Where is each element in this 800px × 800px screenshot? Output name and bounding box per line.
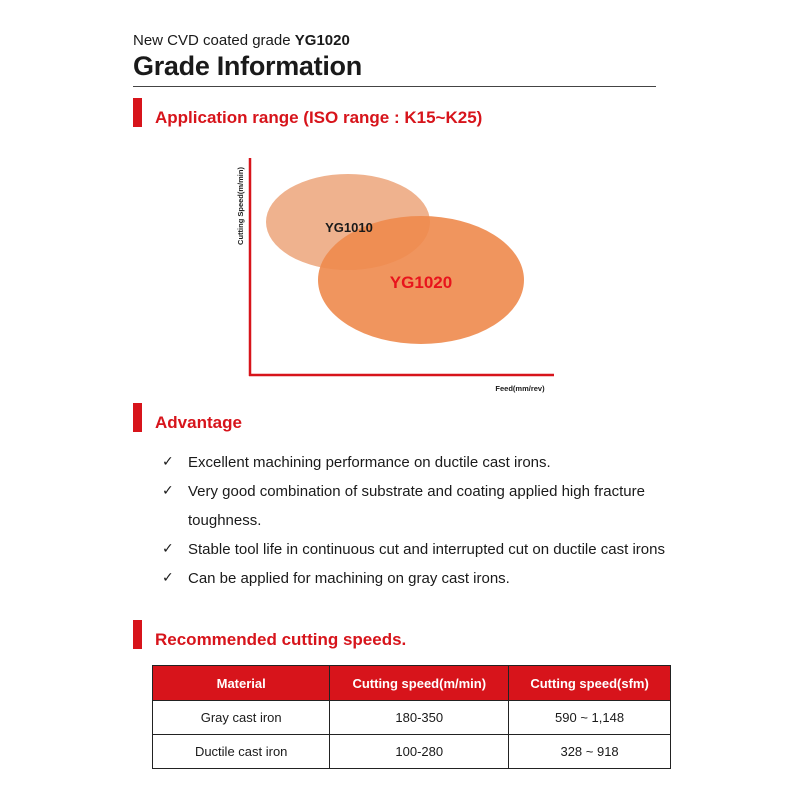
table-row: Ductile cast iron 100-280 328 ~ 918 [151,734,671,769]
list-item: ✓ Excellent machining performance on duc… [160,448,680,477]
section-marker-application [133,98,142,127]
list-item: ✓ Can be applied for machining on gray c… [160,564,680,593]
subtitle-prefix: New CVD coated grade [133,32,291,49]
grade-label-yg1020: YG1020 [390,273,452,292]
section-marker-recommended [133,620,142,649]
advantage-text: Very good combination of substrate and c… [188,483,645,529]
advantage-text: Can be applied for machining on gray cas… [188,570,510,587]
section-marker-advantage [133,403,142,432]
cell-speed-mmin: 180-350 [329,700,510,735]
cell-speed-sfm: 590 ~ 1,148 [508,700,671,735]
page-title: Grade Information [133,51,362,81]
column-header-speed-mmin: Cutting speed(m/min) [329,665,510,701]
list-item: ✓ Stable tool life in continuous cut and… [160,535,680,564]
title-divider [133,86,656,87]
application-range-chart: Cutting Speed(m/min) Feed(mm/rev) YG1010… [236,158,554,393]
section-title-advantage: Advantage [155,413,242,432]
table-row: Gray cast iron 180-350 590 ~ 1,148 [151,700,671,735]
cutting-speed-table: Material Cutting speed(m/min) Cutting sp… [151,665,671,769]
table-header-row: Material Cutting speed(m/min) Cutting sp… [151,665,671,701]
section-title-recommended: Recommended cutting speeds. [155,630,407,649]
list-item: ✓ Very good combination of substrate and… [160,477,680,535]
check-icon: ✓ [162,570,174,586]
check-icon: ✓ [162,454,174,470]
check-icon: ✓ [162,483,174,499]
cell-speed-sfm: 328 ~ 918 [508,734,671,769]
page-subtitle: New CVD coated grade YG1020 [133,32,350,49]
cell-speed-mmin: 100-280 [329,734,510,769]
grade-label-yg1010: YG1010 [325,220,373,235]
grade-region-yg1020 [318,216,524,344]
advantage-text: Stable tool life in continuous cut and i… [188,541,665,558]
advantage-list: ✓ Excellent machining performance on duc… [160,448,680,593]
column-header-material: Material [151,665,331,701]
cell-material: Ductile cast iron [151,734,331,769]
column-header-speed-sfm: Cutting speed(sfm) [508,665,671,701]
section-title-application: Application range (ISO range : K15~K25) [155,108,483,127]
subtitle-grade: YG1020 [294,32,350,49]
x-axis-label: Feed(mm/rev) [495,384,545,393]
cell-material: Gray cast iron [151,700,331,735]
advantage-text: Excellent machining performance on ducti… [188,454,551,471]
y-axis-label: Cutting Speed(m/min) [236,167,245,245]
check-icon: ✓ [162,541,174,557]
